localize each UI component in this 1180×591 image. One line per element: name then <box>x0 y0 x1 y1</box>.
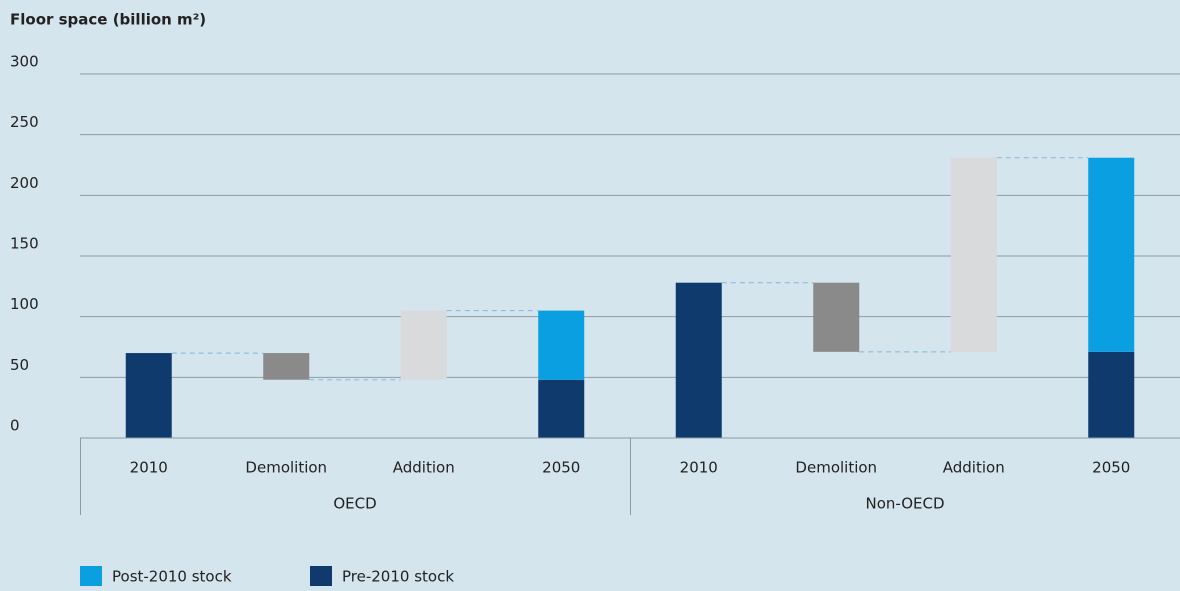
y-tick-label: 300 <box>10 53 39 71</box>
group-label: OECD <box>333 495 376 513</box>
legend-swatch <box>80 566 102 586</box>
bar <box>538 310 585 380</box>
x-tick-label: Addition <box>393 459 455 477</box>
x-tick-label: 2050 <box>1092 459 1130 477</box>
bar <box>400 310 447 380</box>
legend-label: Pre-2010 stock <box>342 568 454 586</box>
x-tick-label: 2010 <box>130 459 168 477</box>
bar <box>813 282 860 352</box>
y-tick-label: 0 <box>10 417 20 435</box>
group-label: Non-OECD <box>865 495 944 513</box>
bar <box>675 282 722 438</box>
chart-title: Floor space (billion m²) <box>10 11 206 29</box>
bar <box>263 353 310 380</box>
y-tick-label: 150 <box>10 235 39 253</box>
y-tick-label: 200 <box>10 174 39 192</box>
x-tick-label: 2010 <box>680 459 718 477</box>
y-tick-label: 250 <box>10 113 39 131</box>
legend-swatch <box>310 566 332 586</box>
bar <box>1088 351 1135 438</box>
legend-label: Post-2010 stock <box>112 568 232 586</box>
bar <box>1088 157 1135 352</box>
bar <box>125 353 172 438</box>
y-tick-label: 50 <box>10 356 29 374</box>
x-tick-label: 2050 <box>542 459 580 477</box>
x-tick-label: Addition <box>943 459 1005 477</box>
x-tick-label: Demolition <box>245 459 327 477</box>
x-tick-label: Demolition <box>795 459 877 477</box>
bar <box>950 157 997 352</box>
y-tick-label: 100 <box>10 295 39 313</box>
bar <box>538 379 585 438</box>
